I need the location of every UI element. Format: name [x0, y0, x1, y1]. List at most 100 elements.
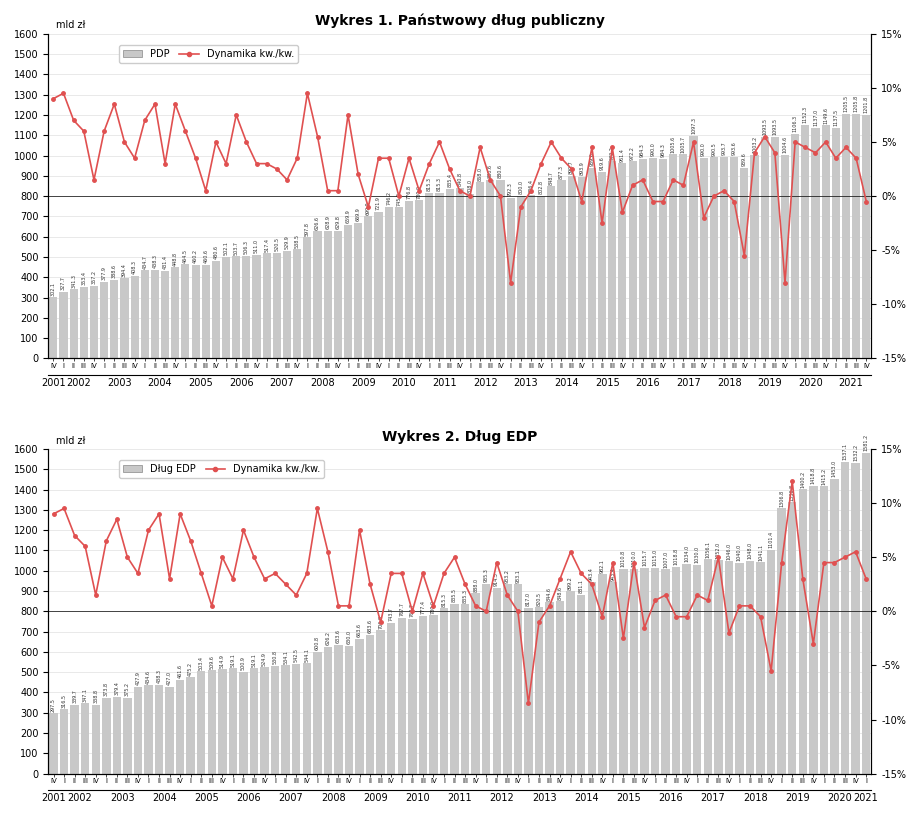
Bar: [658, 158, 666, 359]
Text: 802.8: 802.8: [538, 180, 543, 194]
Title: Wykres 1. Państwowy dług publiczny: Wykres 1. Państwowy dług publiczny: [314, 14, 604, 29]
Text: 706.8: 706.8: [378, 614, 382, 628]
Text: 881.1: 881.1: [578, 579, 583, 593]
Text: 629.8: 629.8: [335, 215, 340, 229]
Bar: [273, 252, 280, 359]
Legend: PDP, Dynamika kw./kw.: PDP, Dynamika kw./kw.: [119, 45, 298, 63]
Bar: [831, 127, 839, 359]
Text: 943.4: 943.4: [609, 567, 615, 581]
Bar: [650, 568, 659, 774]
Text: 1306.8: 1306.8: [778, 489, 783, 507]
Bar: [435, 193, 443, 359]
Text: 1453.0: 1453.0: [831, 460, 836, 477]
Text: mld zł: mld zł: [56, 435, 85, 445]
Text: 500.9: 500.9: [241, 657, 245, 671]
Bar: [334, 645, 342, 774]
Bar: [133, 687, 142, 774]
Text: 990.0: 990.0: [700, 142, 706, 156]
Text: 1015.0: 1015.0: [652, 549, 657, 566]
Bar: [766, 550, 775, 774]
Bar: [808, 485, 817, 774]
Text: 776.8: 776.8: [406, 185, 411, 199]
Text: 877.3: 877.3: [559, 165, 563, 179]
Text: 993.7: 993.7: [720, 141, 726, 155]
Bar: [597, 574, 606, 774]
Text: 984.3: 984.3: [660, 143, 664, 157]
Text: 394.4: 394.4: [122, 263, 127, 277]
Bar: [344, 225, 352, 359]
Text: 1537.1: 1537.1: [842, 443, 846, 460]
Bar: [293, 249, 301, 359]
Text: 1205.8: 1205.8: [853, 95, 857, 112]
Bar: [682, 564, 690, 774]
Bar: [242, 256, 250, 359]
Text: 357.2: 357.2: [91, 270, 96, 284]
Bar: [221, 257, 230, 359]
Text: 1418.8: 1418.8: [810, 467, 815, 484]
Text: 880.6: 880.6: [487, 164, 493, 178]
Bar: [60, 709, 68, 774]
Bar: [745, 561, 754, 774]
Bar: [250, 668, 258, 774]
Text: 777.4: 777.4: [420, 600, 425, 614]
Bar: [445, 189, 453, 359]
Bar: [211, 261, 220, 359]
Text: 431.4: 431.4: [163, 255, 167, 270]
Bar: [760, 136, 768, 359]
Text: 480.6: 480.6: [213, 245, 218, 259]
Text: 1093.5: 1093.5: [772, 118, 777, 135]
Text: 990.0: 990.0: [650, 142, 654, 156]
Text: 1041.1: 1041.1: [757, 543, 762, 560]
Text: 538.5: 538.5: [294, 234, 300, 248]
Bar: [191, 265, 199, 359]
Text: 628.9: 628.9: [324, 216, 330, 230]
Text: 1201.8: 1201.8: [863, 96, 868, 113]
Text: 919.6: 919.6: [599, 156, 604, 170]
Bar: [313, 231, 322, 359]
Bar: [730, 157, 737, 359]
Bar: [587, 583, 596, 774]
Text: 844.6: 844.6: [547, 587, 551, 600]
Text: 1010.8: 1010.8: [620, 550, 625, 567]
Text: 542.5: 542.5: [293, 648, 299, 662]
Text: 530.8: 530.8: [272, 650, 278, 664]
Bar: [355, 639, 363, 774]
Bar: [130, 275, 139, 359]
Bar: [465, 194, 473, 359]
Text: 529.9: 529.9: [284, 235, 289, 249]
Bar: [404, 201, 413, 359]
Bar: [503, 584, 511, 774]
Bar: [460, 604, 469, 774]
Text: 460.6: 460.6: [203, 249, 208, 263]
Text: 767.7: 767.7: [399, 602, 403, 616]
Legend: Dług EDP, Dynamika kw./kw.: Dług EDP, Dynamika kw./kw.: [119, 460, 323, 478]
Text: 1336.8: 1336.8: [789, 484, 794, 501]
Text: 848.7: 848.7: [548, 171, 553, 185]
Text: 341.3: 341.3: [71, 274, 76, 288]
Bar: [668, 154, 676, 359]
Text: 1005.6: 1005.6: [670, 136, 675, 153]
Text: 848.6: 848.6: [557, 586, 562, 600]
Text: 347.1: 347.1: [83, 688, 87, 702]
Text: 460.2: 460.2: [193, 249, 198, 263]
Text: 835.4: 835.4: [447, 173, 451, 187]
Bar: [798, 489, 806, 774]
Text: 1040.0: 1040.0: [736, 544, 741, 561]
Text: 1137.0: 1137.0: [812, 109, 817, 126]
Text: 597.8: 597.8: [304, 221, 310, 235]
Bar: [303, 237, 312, 359]
Bar: [171, 267, 179, 359]
Bar: [545, 602, 553, 774]
Bar: [777, 508, 785, 774]
Bar: [618, 569, 627, 774]
Text: 1034.0: 1034.0: [684, 545, 688, 562]
Bar: [557, 181, 565, 359]
Bar: [418, 616, 426, 774]
Text: 835.3: 835.3: [462, 588, 467, 602]
Text: 763.7: 763.7: [409, 603, 414, 617]
Bar: [232, 257, 240, 359]
Text: 835.5: 835.5: [451, 588, 457, 602]
Bar: [821, 125, 829, 359]
Bar: [283, 251, 290, 359]
Bar: [161, 271, 169, 359]
